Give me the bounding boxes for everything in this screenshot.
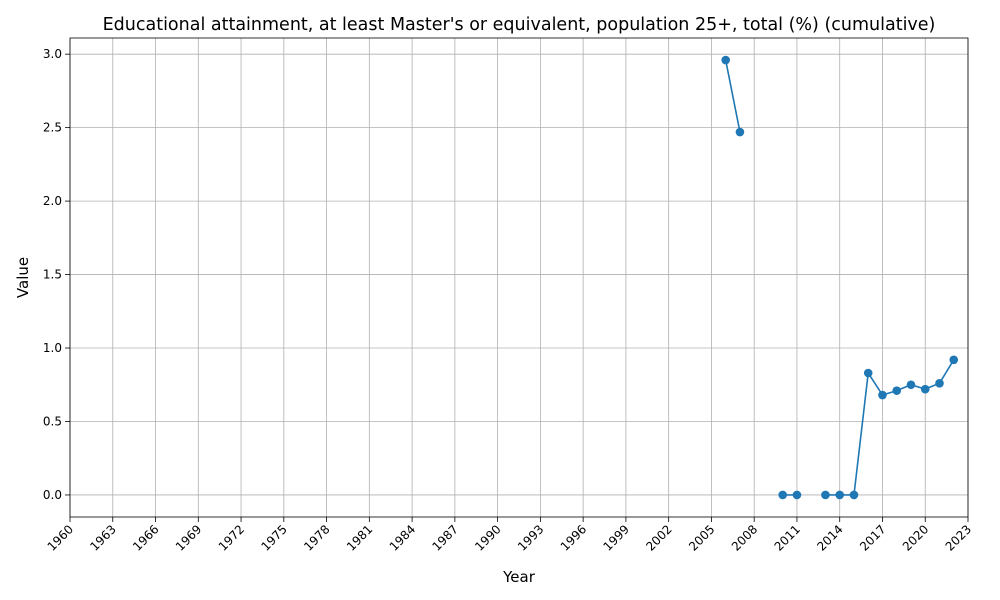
chart-title: Educational attainment, at least Master'… bbox=[103, 15, 936, 35]
data-point bbox=[849, 490, 859, 500]
data-point bbox=[892, 386, 902, 395]
y-tick-label: 2.5 bbox=[43, 121, 62, 135]
data-point bbox=[906, 380, 916, 390]
data-point bbox=[935, 378, 944, 388]
y-tick-label: 3.0 bbox=[43, 47, 62, 61]
data-point bbox=[878, 390, 887, 400]
grid-lines bbox=[69, 38, 969, 517]
series-line bbox=[825, 359, 955, 496]
y-axis-label: Value bbox=[14, 257, 32, 298]
y-tick-label: 1.0 bbox=[43, 341, 62, 355]
series-line bbox=[724, 59, 741, 133]
series-layer bbox=[721, 55, 959, 500]
data-point bbox=[821, 490, 830, 500]
data-point bbox=[792, 490, 802, 500]
data-point bbox=[835, 490, 845, 500]
y-tick-label: 1.5 bbox=[43, 268, 62, 282]
data-point bbox=[863, 368, 873, 378]
data-point bbox=[778, 490, 787, 500]
data-point bbox=[721, 55, 730, 65]
y-tick-label: 0.0 bbox=[43, 488, 62, 502]
data-point bbox=[735, 127, 745, 137]
y-tick-label: 0.5 bbox=[43, 414, 62, 428]
x-axis-label: Year bbox=[502, 568, 536, 586]
data-point bbox=[949, 355, 959, 365]
y-tick-label: 2.0 bbox=[43, 194, 62, 208]
plot-frame bbox=[69, 37, 969, 518]
data-point bbox=[920, 384, 930, 394]
